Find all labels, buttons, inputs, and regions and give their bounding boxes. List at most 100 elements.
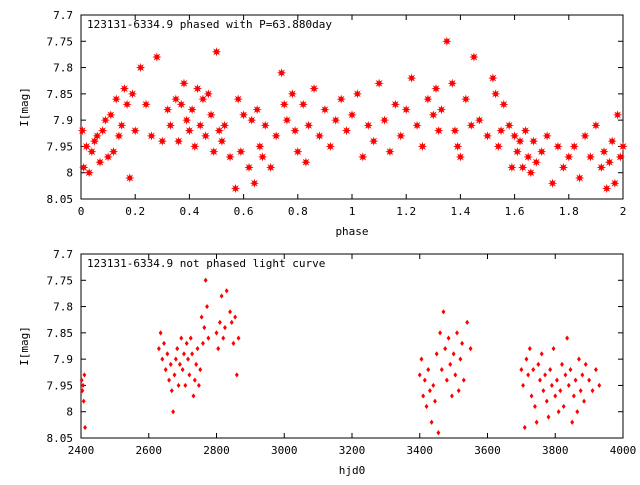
data-point	[182, 351, 186, 357]
chart-title: 123131-6334.9 phased with P=63.880day	[87, 18, 332, 31]
data-point	[522, 424, 527, 431]
data-point	[419, 356, 424, 362]
data-point	[186, 356, 190, 362]
x-tick-label: 2600	[136, 444, 163, 457]
data-point	[602, 183, 612, 194]
data-point	[453, 372, 458, 378]
data-point	[591, 120, 601, 131]
data-point	[568, 367, 573, 373]
data-point	[177, 361, 182, 367]
data-point	[458, 356, 463, 362]
data-point	[610, 178, 620, 188]
data-point	[574, 173, 585, 183]
y-tick-label: 7.7	[53, 9, 73, 22]
data-point	[537, 147, 547, 157]
data-point	[541, 388, 546, 394]
data-point	[593, 367, 598, 373]
data-point	[536, 361, 541, 367]
data-point	[236, 335, 241, 341]
data-point	[412, 120, 422, 131]
data-point	[271, 131, 281, 141]
y-tick-label: 7.95	[47, 140, 74, 153]
data-point	[228, 309, 232, 315]
data-point	[233, 94, 243, 104]
data-point	[169, 388, 174, 394]
data-point	[80, 388, 85, 394]
data-point	[103, 152, 113, 162]
data-point	[214, 330, 219, 336]
data-point	[520, 126, 531, 136]
data-point	[450, 126, 460, 136]
x-tick-label: 1.6	[505, 205, 525, 218]
data-point	[504, 120, 514, 131]
data-point	[465, 319, 470, 325]
data-point	[358, 152, 368, 162]
data-point	[114, 131, 124, 141]
data-point	[456, 388, 461, 394]
data-point	[108, 147, 119, 157]
data-point	[192, 83, 203, 94]
data-point	[531, 157, 541, 167]
data-point	[77, 125, 88, 136]
data-point	[539, 351, 544, 357]
data-point	[247, 115, 257, 125]
data-point	[482, 131, 493, 141]
data-point	[217, 136, 227, 146]
data-point	[615, 152, 625, 162]
data-point	[81, 382, 85, 389]
x-tick-label: 1	[349, 205, 356, 218]
data-point	[279, 99, 289, 110]
data-point	[515, 136, 525, 146]
data-point	[580, 372, 585, 378]
data-point	[570, 419, 575, 425]
data-point	[298, 99, 308, 110]
data-point	[436, 430, 441, 436]
data-point	[238, 110, 249, 120]
data-point	[146, 131, 157, 141]
data-point	[542, 131, 552, 141]
data-point	[100, 115, 111, 125]
chart-panel-1: 0 0.2 0.4 0.6 0.8 1 1.2 1.4 1.6 1.8 2 7.7 7.75 7.8 7.8…	[18, 9, 628, 238]
data-point	[618, 141, 628, 152]
data-point	[183, 382, 188, 389]
data-point	[201, 340, 205, 346]
data-point	[379, 115, 390, 125]
data-point	[179, 335, 184, 341]
data-point	[287, 89, 298, 99]
data-point	[549, 382, 554, 389]
data-point	[87, 147, 97, 157]
data-point	[347, 110, 357, 120]
chart-panel-2: 2400 2600 2800 3000 3200 3400 3600 3800 4000 7.7 7…	[18, 248, 636, 477]
data-point	[607, 136, 617, 146]
data-point	[217, 319, 222, 325]
data-point	[79, 162, 89, 173]
data-point	[282, 115, 292, 125]
x-tick-label: 0	[78, 205, 85, 218]
data-point	[98, 126, 108, 136]
data-point	[596, 162, 606, 173]
data-point	[194, 361, 199, 367]
data-point	[152, 52, 162, 62]
data-point	[406, 73, 417, 83]
data-point	[496, 126, 506, 136]
data-point	[230, 183, 241, 194]
data-point	[544, 398, 549, 404]
data-point	[303, 120, 314, 131]
data-point	[187, 372, 192, 378]
data-point	[188, 335, 193, 341]
data-point	[429, 419, 434, 425]
data-point	[231, 340, 236, 346]
data-point	[599, 147, 609, 157]
x-tick-label: 2	[620, 205, 627, 218]
data-point	[461, 94, 471, 104]
data-point	[190, 351, 195, 357]
data-point	[195, 346, 200, 352]
data-point	[578, 388, 583, 394]
data-point	[521, 382, 526, 389]
data-point	[422, 377, 427, 383]
data-point	[163, 104, 173, 115]
data-point	[428, 110, 438, 120]
data-point	[436, 104, 447, 115]
data-point	[122, 99, 132, 110]
